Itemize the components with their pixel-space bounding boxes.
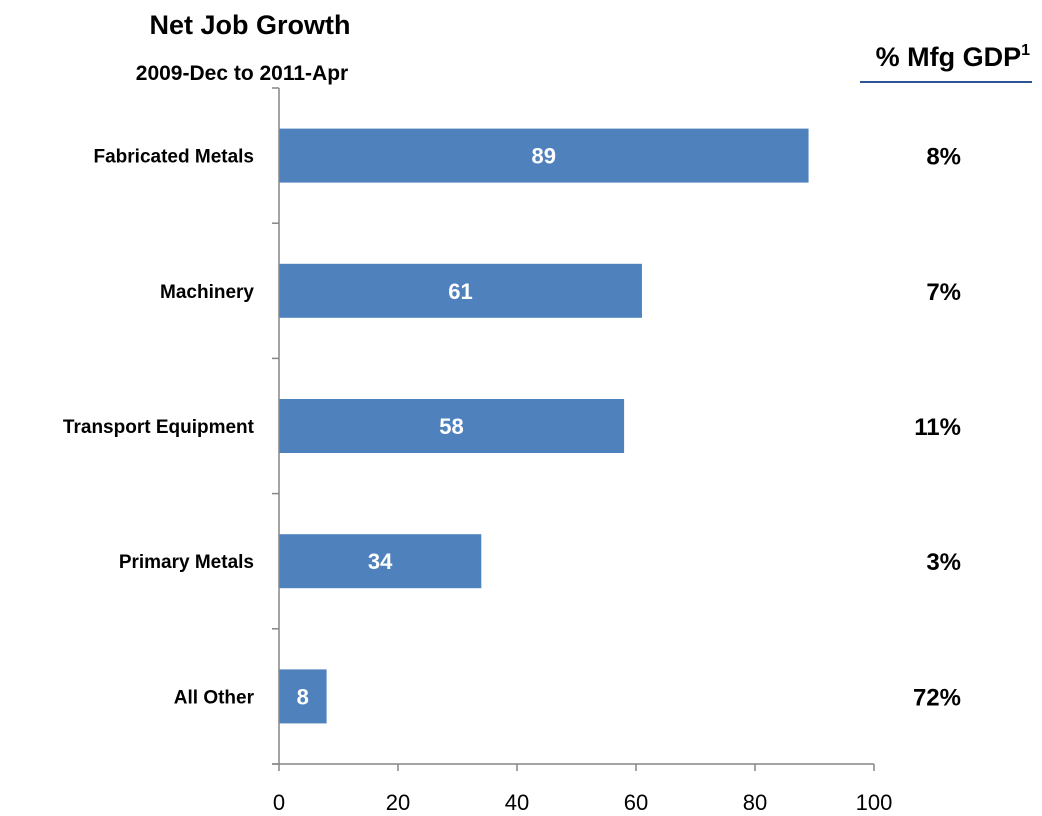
- bar-4: [279, 669, 327, 724]
- mfg-gdp-value: 7%: [926, 279, 961, 306]
- x-tick-label: 60: [624, 790, 648, 815]
- category-label: All Other: [174, 687, 255, 708]
- chart-subtitle: 2009-Dec to 2011-Apr: [136, 62, 348, 85]
- side-column-header: % Mfg GDP1: [876, 42, 1031, 72]
- x-tick-label: 20: [386, 790, 410, 815]
- mfg-gdp-value: 8%: [926, 144, 961, 171]
- mfg-gdp-value: 3%: [926, 549, 961, 576]
- data-label: 34: [368, 549, 393, 574]
- bars-layer: Fabricated Metals 89 8% Machinery 61 7% Transp…: [63, 128, 961, 724]
- x-tick-label: 100: [856, 790, 893, 815]
- category-label: Primary Metals: [119, 552, 254, 573]
- data-label: 8: [297, 684, 309, 709]
- data-label: 58: [439, 414, 463, 439]
- mfg-gdp-value: 72%: [913, 684, 961, 711]
- side-column-header-superscript: 1: [1021, 42, 1030, 59]
- x-tick-label: 40: [505, 790, 529, 815]
- bar-0: [279, 128, 809, 183]
- chart-title: Net Job Growth: [150, 10, 351, 40]
- category-label: Transport Equipment: [63, 417, 255, 438]
- x-tick-label: 0: [273, 790, 285, 815]
- bar-3: [279, 534, 482, 589]
- bar-2: [279, 399, 625, 453]
- x-tick-label: 80: [743, 790, 767, 815]
- category-label: Machinery: [160, 282, 254, 303]
- data-label: 89: [532, 144, 556, 169]
- side-column-header-text: % Mfg GDP: [876, 42, 1022, 72]
- data-label: 61: [448, 279, 472, 304]
- x-axis: 0 20 40 60 80 100: [272, 87, 893, 815]
- category-label: Fabricated Metals: [94, 147, 255, 168]
- bar-1: [279, 263, 642, 318]
- mfg-gdp-value: 11%: [914, 414, 961, 441]
